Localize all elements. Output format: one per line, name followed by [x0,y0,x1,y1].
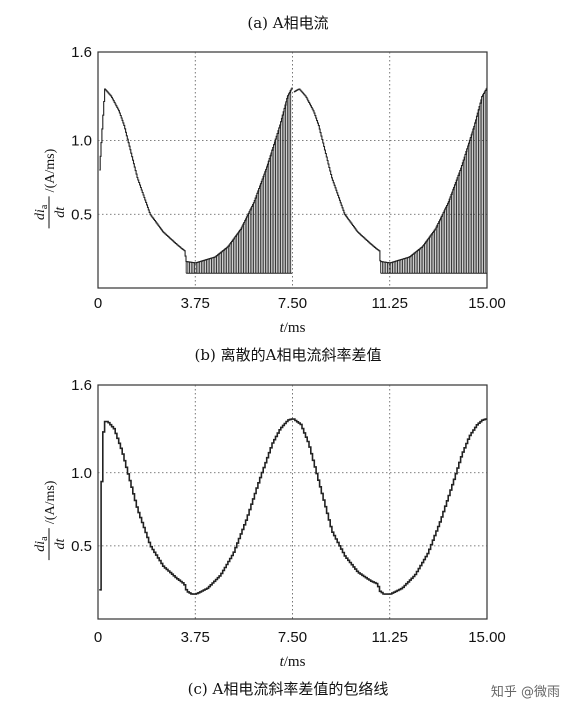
y-tick-label: 1.0 [71,465,92,482]
svg-text:dt: dt [53,538,68,550]
x-tick-label: 0 [94,629,102,646]
y-tick-label: 1.6 [71,377,92,394]
svg-text:/(A/ms): /(A/ms) [43,480,58,524]
x-tick-label: 0 [94,295,102,312]
svg-text:dia: dia [33,204,50,220]
x-tick-label: 15.00 [468,629,506,646]
y-tick-label: 1.0 [71,133,92,150]
chart-caption: (b) 离散的A相电流斜率差值 [195,346,382,364]
y-tick-label: 1.6 [71,44,92,61]
x-axis-label: t/ms [280,654,306,670]
svg-text:dia: dia [33,536,50,552]
x-tick-label: 3.75 [181,295,210,312]
series-line [99,418,487,595]
top-caption-fragment: (a) A相电流 [247,14,328,32]
x-tick-label: 7.50 [278,295,307,312]
x-axis-label: t/ms [280,320,306,336]
x-tick-label: 7.50 [278,629,307,646]
y-tick-label: 0.5 [71,206,92,223]
x-tick-label: 15.00 [468,295,506,312]
watermark: 知乎 @微雨 [491,684,560,700]
x-tick-label: 11.25 [372,295,408,312]
series-group [99,87,487,274]
x-tick-label: 3.75 [181,629,210,646]
series-group [99,418,487,595]
y-tick-label: 0.5 [71,538,92,555]
svg-text:/(A/ms): /(A/ms) [43,148,58,192]
x-tick-label: 11.25 [372,629,408,646]
chart-caption: (c) A相电流斜率差值的包络线 [188,680,389,698]
svg-text:dt: dt [53,206,68,218]
